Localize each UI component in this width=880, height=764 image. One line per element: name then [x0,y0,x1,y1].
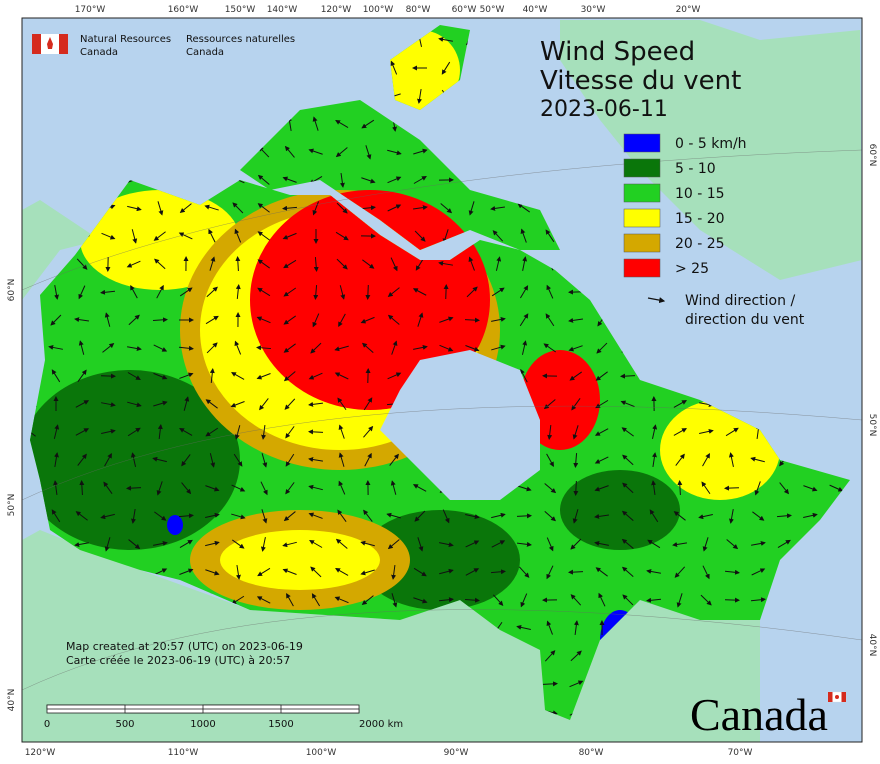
legend-label: 5 - 10 [675,161,716,177]
graticule-label: 120°W [321,5,352,15]
wordmark-flag [828,692,846,702]
flag-bar [842,692,847,702]
scale-label: 500 [115,719,134,730]
flag-bar [828,692,833,702]
graticule-label: 40°N [867,634,877,657]
country-en: Canada [80,47,118,58]
scale-label: 2000 km [359,719,403,730]
legend-label: 20 - 25 [675,236,725,252]
legend-label: 0 - 5 km/h [675,136,747,152]
graticule-label: 160°W [168,5,199,15]
scale-label: 0 [44,719,50,730]
graticule-label: 150°W [225,5,256,15]
graticule-label: 90°W [444,748,469,758]
title-en: Wind Speed [540,37,695,67]
graticule-label: 60°N [867,144,877,167]
graticule-label: 120°W [25,748,56,758]
graticule-label: 80°W [579,748,604,758]
scale-label: 1500 [268,719,293,730]
field-patch [220,530,380,590]
agency-en: Natural Resources [80,34,171,45]
graticule-label: 110°W [168,748,199,758]
graticule-label: 40°W [523,5,548,15]
wind-arrow [725,488,739,489]
graticule-label: 170°W [75,5,106,15]
graticule-label: 60°N [7,279,17,302]
legend-swatch [624,184,660,202]
wind-arrow [517,516,531,517]
arrow-label: Wind direction / [685,293,795,309]
legend-swatch [624,234,660,252]
scale-segment [47,705,125,709]
graticule-label: 140°W [267,5,298,15]
created-fr: Carte créée le 2023-06-19 (UTC) à 20:57 [66,654,290,667]
graticule-label: 50°N [867,414,877,437]
graticule-label: 60°W [452,5,477,15]
arrow-label: direction du vent [685,312,805,328]
wordmark: Canada [690,689,828,740]
legend-label: 10 - 15 [675,186,725,202]
scale-label: 1000 [190,719,215,730]
wind-arrow [569,572,583,573]
graticule-label: 100°W [363,5,394,15]
created-en: Map created at 20:57 (UTC) on 2023-06-19 [66,640,303,653]
field-patch [167,515,183,535]
legend-label: 15 - 20 [675,211,725,227]
map-body [20,18,862,742]
legend-swatch [624,134,660,152]
scale-segment [203,705,281,709]
legend-swatch [624,259,660,277]
title-fr: Vitesse du vent [540,66,741,96]
scale-segment [281,709,359,713]
wind-arrow [621,376,635,377]
title-date: 2023-06-11 [540,97,668,122]
scale-segment [125,709,203,713]
graticule-label: 30°W [581,5,606,15]
agency-fr: Ressources naturelles [186,34,295,45]
graticule-label: 20°W [676,5,701,15]
legend-swatch [624,209,660,227]
wind-arrow [446,285,447,299]
graticule-label: 40°N [7,689,17,712]
legend-swatch [624,159,660,177]
graticule-label: 70°W [728,748,753,758]
graticule-label: 80°W [406,5,431,15]
wind-arrow [368,285,369,299]
graticule-label: 50°W [480,5,505,15]
graticule-label: 50°N [7,494,17,517]
country-fr: Canada [186,47,224,58]
legend-label: > 25 [675,261,709,277]
flag-bar [59,34,68,54]
flag-leaf [835,695,839,699]
flag-bar [32,34,41,54]
graticule-label: 100°W [306,748,337,758]
